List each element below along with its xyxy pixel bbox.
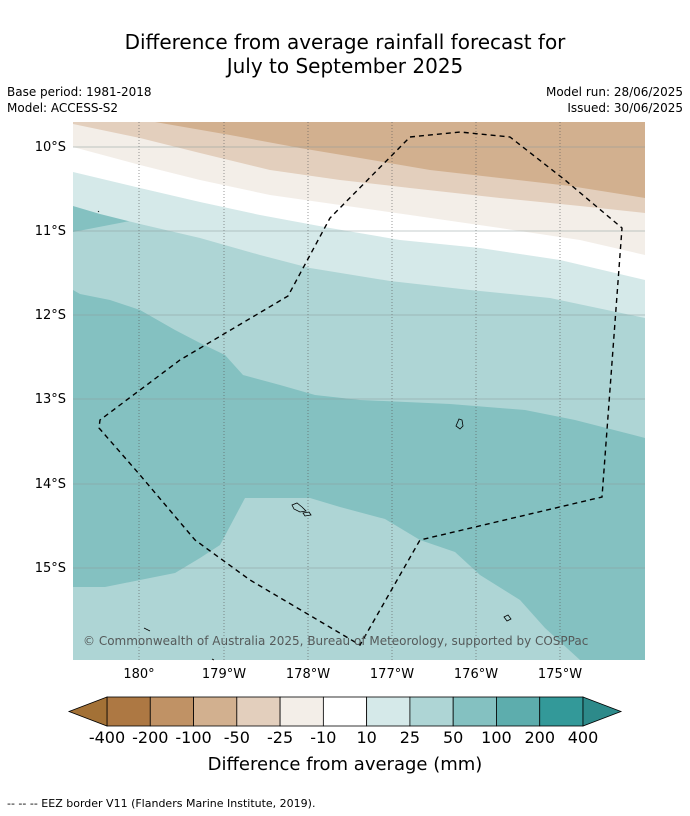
colorbar: -400 -200 -100 -50 -25 -10 10 25 50 100 200 400 (67, 696, 623, 747)
lat-label-13s: 13°S (35, 392, 66, 407)
lon-label-175w: 175°W (538, 667, 582, 682)
colorbar-label-11: 400 (568, 728, 599, 747)
lon-label-180: 180° (123, 667, 154, 682)
lat-label-10s: 10°S (35, 140, 66, 155)
colorbar-swatch-7 (409, 696, 454, 727)
rainfall-map (73, 122, 645, 660)
band-25-50-south (73, 498, 580, 660)
band-minus-100-50 (155, 122, 645, 198)
colorbar-label-1: -200 (132, 728, 168, 747)
lat-label-11s: 11°S (35, 224, 66, 239)
meta-left: Base period: 1981-2018 Model: ACCESS-S2 (7, 84, 152, 116)
colorbar-swatch-2 (193, 696, 238, 727)
colorbar-label-8: 50 (443, 728, 463, 747)
model-run: Model run: 28/06/2025 (545, 85, 683, 99)
map-title: Difference from average rainfall forecas… (0, 30, 690, 78)
title-line-1: Difference from average rainfall forecas… (124, 30, 566, 54)
colorbar-label-6: 10 (356, 728, 376, 747)
colorbar-label-0: -400 (89, 728, 125, 747)
colorbar-swatch-0 (106, 696, 151, 727)
eez-footnote: -- -- -- EEZ border V11 (Flanders Marine… (7, 797, 316, 810)
colorbar-extend-low (67, 696, 108, 727)
longitude-labels: 180° 179°W 178°W 177°W 176°W 175°W (123, 667, 582, 682)
lon-label-178w: 178°W (286, 667, 330, 682)
lat-label-12s: 12°S (35, 308, 66, 323)
colorbar-label-2: -100 (175, 728, 211, 747)
lat-label-15s: 15°S (35, 561, 66, 576)
copyright-notice: © Commonwealth of Australia 2025, Bureau… (83, 634, 588, 648)
colorbar-swatch-8 (452, 696, 497, 727)
colorbar-extend-high (582, 696, 623, 727)
colorbar-label-5: -10 (310, 728, 336, 747)
island-s (211, 658, 215, 661)
colorbar-title: Difference from average (mm) (208, 754, 483, 775)
lon-label-177w: 177°W (370, 667, 414, 682)
colorbar-swatch-10 (539, 696, 584, 727)
lat-label-14s: 14°S (35, 477, 66, 492)
colorbar-label-3: -50 (224, 728, 250, 747)
island-east (455, 418, 464, 430)
colorbar-label-4: -25 (267, 728, 293, 747)
title-line-2: July to September 2025 (226, 54, 464, 78)
meta-right: Model run: 28/06/2025 Issued: 30/06/2025 (546, 84, 683, 116)
lon-label-176w: 176°W (454, 667, 498, 682)
islands (97, 210, 512, 661)
issued-date: Issued: 30/06/2025 (567, 101, 683, 115)
colorbar-swatch-4 (279, 696, 324, 727)
colorbar-swatch-9 (496, 696, 541, 727)
eez-border (98, 131, 623, 646)
colorbar-swatch-6 (366, 696, 411, 727)
latitude-gridlines (73, 146, 645, 569)
colorbar-label-10: 200 (524, 728, 555, 747)
colorbar-label-7: 25 (400, 728, 420, 747)
base-period: Base period: 1981-2018 (7, 85, 152, 99)
island-nw (97, 210, 100, 213)
island-west-small (302, 511, 312, 517)
model-name: Model: ACCESS-S2 (7, 101, 119, 115)
island-south (503, 614, 512, 622)
latitude-labels: 10°S 11°S 12°S 13°S 14°S 15°S (35, 140, 66, 576)
colorbar-swatch-5 (322, 696, 368, 727)
island-sw (143, 627, 151, 632)
colorbar-label-9: 100 (481, 728, 512, 747)
colorbar-swatch-3 (236, 696, 281, 727)
lon-label-179w: 179°W (202, 667, 246, 682)
colorbar-swatch-1 (149, 696, 194, 727)
island-west (291, 502, 307, 513)
